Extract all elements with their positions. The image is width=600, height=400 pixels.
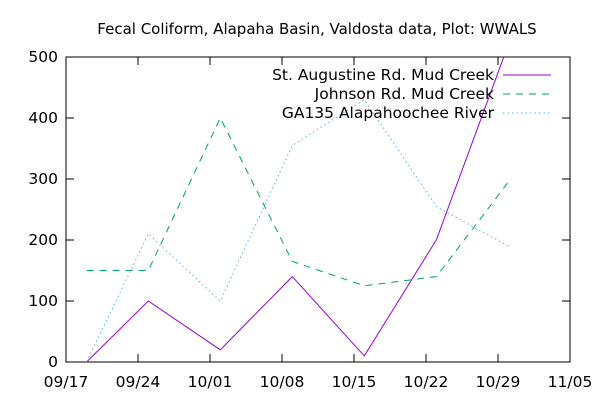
plot-frame bbox=[65, 56, 571, 363]
x-tick-label: 10/15 bbox=[332, 373, 377, 391]
x-tick-label: 11/05 bbox=[548, 373, 593, 391]
x-tick-label: 10/22 bbox=[404, 373, 449, 391]
y-tick-label: 100 bbox=[28, 292, 58, 310]
series-line-3 bbox=[86, 99, 509, 362]
series-line-2 bbox=[86, 116, 509, 287]
series-line-1 bbox=[86, 57, 505, 362]
legend-label-3: GA135 Alapahoochee River bbox=[282, 104, 495, 122]
chart-axes bbox=[65, 56, 571, 363]
chart-ticks: 0 100 200 300 400 500 09/17 09/24 10/01 10/08 10/1… bbox=[28, 48, 592, 391]
y-tick-label: 400 bbox=[28, 109, 58, 127]
x-tick-label: 10/29 bbox=[476, 373, 521, 391]
x-tick-label: 09/17 bbox=[44, 373, 89, 391]
y-tick-label: 300 bbox=[28, 170, 58, 188]
x-tick-label: 09/24 bbox=[116, 373, 161, 391]
chart-series bbox=[86, 57, 509, 362]
y-tick-label: 0 bbox=[48, 353, 58, 371]
x-tick-label: 10/01 bbox=[188, 373, 233, 391]
legend-label-1: St. Augustine Rd. Mud Creek bbox=[272, 66, 494, 84]
chart-title: Fecal Coliform, Alapaha Basin, Valdosta … bbox=[97, 20, 536, 38]
y-tick-label: 200 bbox=[28, 231, 58, 249]
legend-label-2: Johnson Rd. Mud Creek bbox=[314, 85, 494, 103]
y-tick-label: 500 bbox=[28, 48, 58, 66]
x-tick-label: 10/08 bbox=[260, 373, 305, 391]
